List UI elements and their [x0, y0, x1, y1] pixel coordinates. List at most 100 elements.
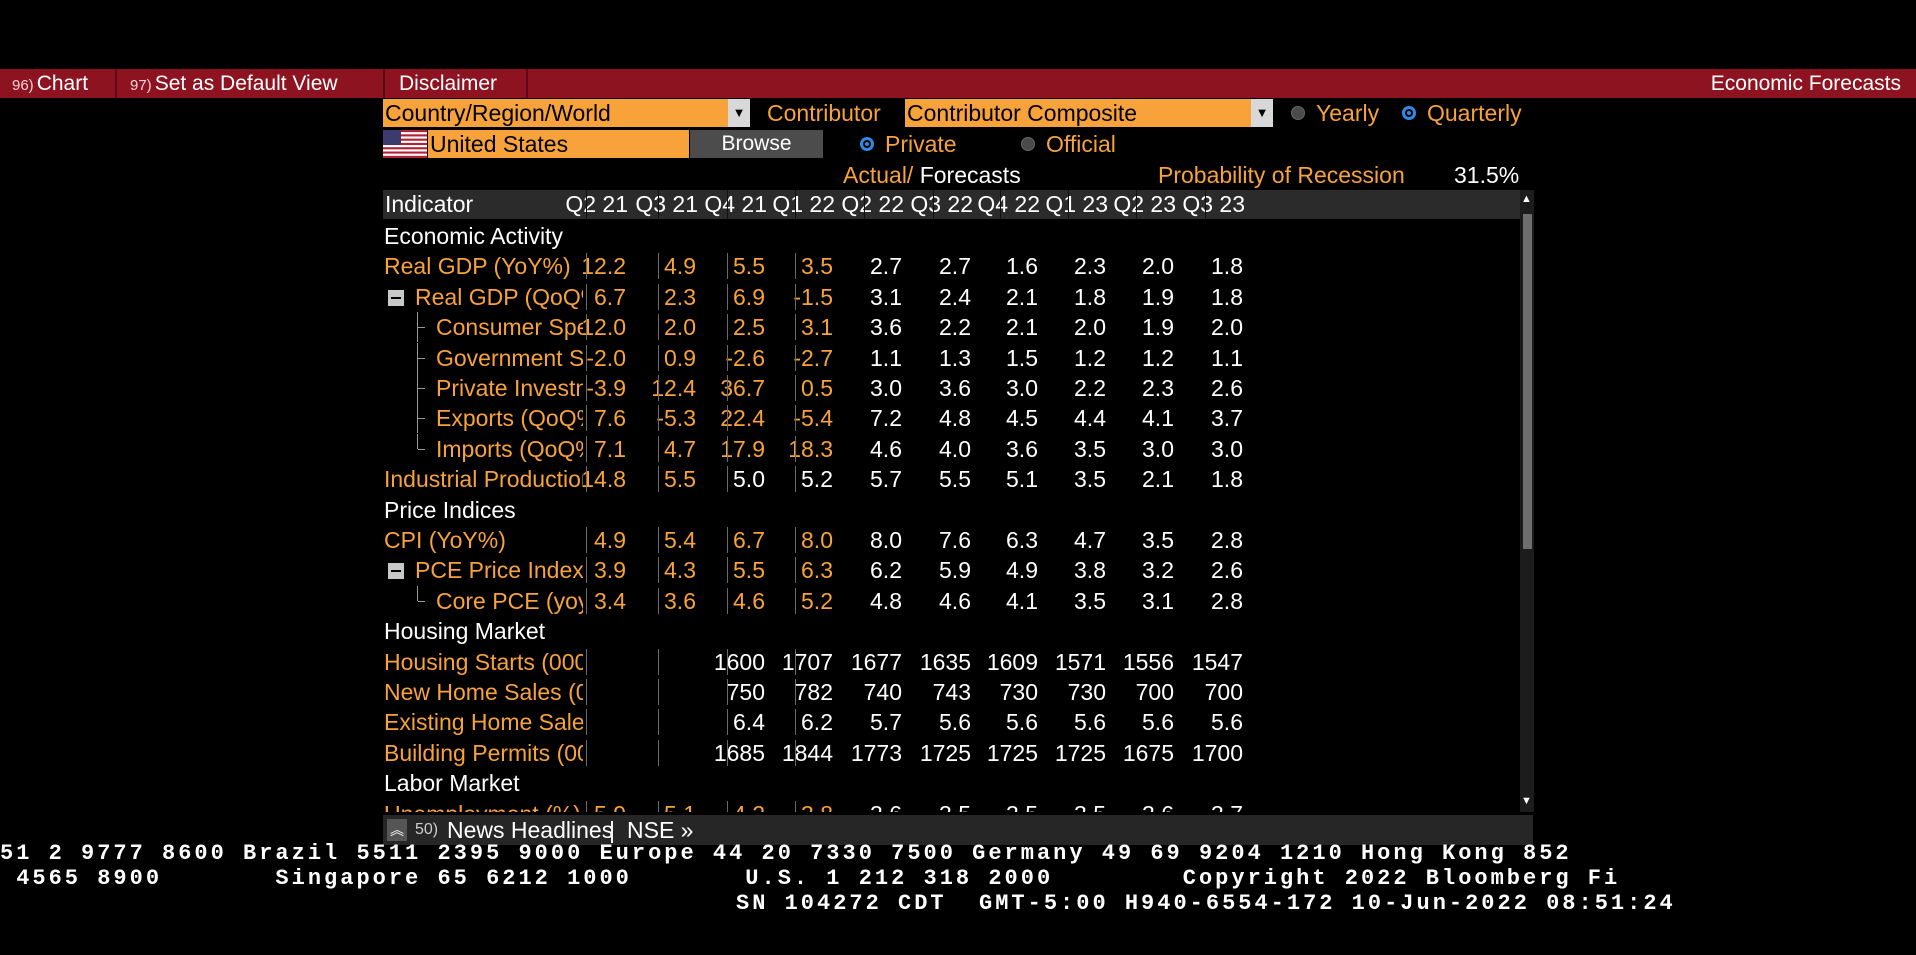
indicator-label[interactable]: Housing Starts (000s SAA...	[384, 648, 583, 675]
table-row[interactable]: Real GDP (QoQ% SAAR) 6.7 2.3 6.9 -1.5 3.1 2.4 2…	[383, 282, 1520, 312]
value-cell[interactable]: 2.3	[1074, 253, 1106, 280]
value-cell[interactable]: 5.1	[630, 799, 696, 812]
value-cell[interactable]: 1.8	[1211, 283, 1243, 310]
value-cell[interactable]: 1.3	[939, 344, 971, 371]
table-row[interactable]: Housing Starts (000s SAA... 1600 1707 1677 1…	[383, 647, 1520, 677]
news-headlines-link[interactable]: News Headlines	[447, 817, 614, 843]
value-cell[interactable]: 2.3	[1142, 375, 1174, 401]
value-cell[interactable]: 3.6	[1108, 799, 1174, 812]
indicator-label[interactable]: Building Permits (000s S...	[384, 739, 583, 766]
value-cell[interactable]	[560, 647, 626, 677]
value-cell[interactable]	[560, 677, 626, 707]
value-cell[interactable]: 3.5	[1040, 799, 1106, 812]
value-cell[interactable]: 2.8	[1211, 527, 1243, 553]
value-cell[interactable]: 1635	[919, 648, 971, 675]
value-cell[interactable]: 2.0	[1074, 314, 1106, 341]
header-period[interactable]: Q3 23	[1182, 191, 1245, 217]
value-cell[interactable]: -2.6	[725, 344, 765, 371]
value-cell[interactable]: 3.5	[1074, 435, 1106, 462]
value-cell[interactable]: 2.5	[733, 314, 765, 341]
header-indicator[interactable]: Indicator	[385, 191, 474, 217]
value-cell[interactable]: 3.0	[1142, 435, 1174, 462]
double-chevron-up-icon[interactable]: ︽	[387, 819, 407, 841]
value-cell[interactable]: 17.9	[720, 435, 765, 462]
nse-link[interactable]: NSE »	[627, 817, 694, 843]
contributor-select[interactable]: Contributor Composite ▼	[905, 99, 1273, 127]
value-cell[interactable]: 6.2	[801, 709, 833, 736]
collapse-icon[interactable]	[388, 289, 404, 306]
value-cell[interactable]: -2.7	[793, 344, 833, 371]
table-row[interactable]: CPI (YoY%) 4.9 5.4 6.7 8.0 8.0 7.6 6.3 4.7 3.5 2.8	[383, 525, 1520, 555]
value-cell[interactable]: 4.3	[664, 557, 696, 584]
table-row[interactable]: Government Spendin...-2.0 0.9 -2.6 -2.7 1.1 1…	[383, 342, 1520, 373]
news-bar[interactable]: ︽ 50) News Headlines | NSE »	[383, 815, 1533, 845]
value-cell[interactable]: 12.2	[581, 253, 626, 280]
value-cell[interactable]	[630, 677, 696, 707]
indicator-label[interactable]: Private Investment ...	[436, 375, 583, 401]
set-default-view-button[interactable]: 97) Set as Default View	[130, 69, 338, 98]
value-cell[interactable]: 2.1	[1006, 283, 1038, 310]
value-cell[interactable]: 4.4	[1074, 405, 1106, 432]
value-cell[interactable]: 1.9	[1142, 283, 1174, 310]
header-period[interactable]: Q2 21	[565, 191, 628, 217]
chart-button[interactable]: 96) Chart	[12, 69, 88, 98]
value-cell[interactable]: 3.7	[1211, 405, 1243, 432]
value-cell[interactable]: 5.2	[801, 587, 833, 614]
value-cell[interactable]: 3.1	[801, 314, 833, 341]
indicator-label[interactable]: Real GDP (QoQ% SAAR)	[415, 283, 583, 310]
value-cell[interactable]	[630, 647, 696, 677]
value-cell[interactable]: 3.6	[664, 587, 696, 614]
value-cell[interactable]: 3.8	[767, 799, 833, 812]
table-row[interactable]: Imports (QoQ% SAAR) 7.1 4.7 17.9 18.3 4.6 4.0 3…	[383, 433, 1520, 464]
value-cell[interactable]: 3.0	[1211, 435, 1243, 462]
value-cell[interactable]: 3.7	[1177, 799, 1243, 812]
value-cell[interactable]: 12.4	[651, 375, 696, 401]
value-cell[interactable]: 3.1	[1142, 587, 1174, 614]
header-period[interactable]: Q1 23	[1045, 191, 1108, 217]
indicator-label[interactable]: Core PCE (yoy%)	[436, 587, 583, 614]
value-cell[interactable]: 2.4	[939, 283, 971, 310]
value-cell[interactable]: 5.5	[664, 466, 696, 493]
value-cell[interactable]: 2.6	[1211, 375, 1243, 401]
value-cell[interactable]: 1677	[850, 648, 902, 675]
header-period[interactable]: Q3 21	[635, 191, 698, 217]
value-cell[interactable]: 2.2	[1074, 375, 1106, 401]
value-cell[interactable]: -2.0	[586, 344, 626, 371]
value-cell[interactable]: 3.5	[1142, 527, 1174, 553]
value-cell[interactable]: 4.6	[939, 587, 971, 614]
value-cell[interactable]: 7.6	[939, 527, 971, 553]
private-label[interactable]: Private	[885, 131, 957, 157]
value-cell[interactable]: -3.9	[586, 375, 626, 401]
value-cell[interactable]: -5.4	[793, 405, 833, 432]
value-cell[interactable]: 1685	[713, 739, 765, 766]
value-cell[interactable]: 1.8	[1211, 253, 1243, 280]
table-row[interactable]: Industrial Production (Yo...14.8 5.5 5.0 5.…	[383, 464, 1520, 494]
value-cell[interactable]	[560, 738, 626, 768]
table-row[interactable]: New Home Sales (000s S... 750 782 740 743 730…	[383, 677, 1520, 707]
value-cell[interactable]	[560, 707, 626, 737]
browse-button[interactable]: Browse	[690, 130, 823, 158]
value-cell[interactable]: 700	[1135, 679, 1174, 705]
value-cell[interactable]: 0.5	[801, 375, 833, 401]
value-cell[interactable]: 1.6	[1006, 253, 1038, 280]
value-cell[interactable]: -5.3	[656, 405, 696, 432]
value-cell[interactable]: 5.0	[733, 466, 765, 493]
value-cell[interactable]: 4.2	[699, 799, 765, 812]
value-cell[interactable]: 22.4	[720, 405, 765, 432]
value-cell[interactable]: 2.2	[939, 314, 971, 341]
value-cell[interactable]: 2.0	[1142, 253, 1174, 280]
value-cell[interactable]: 1675	[1122, 739, 1174, 766]
chevron-down-icon[interactable]: ▼	[1251, 99, 1273, 127]
value-cell[interactable]: 700	[1204, 679, 1243, 705]
value-cell[interactable]: 2.0	[664, 314, 696, 341]
value-cell[interactable]: 4.9	[594, 527, 626, 553]
disclaimer-button[interactable]: Disclaimer	[399, 69, 497, 98]
table-row[interactable]: Core PCE (yoy%) 3.4 3.6 4.6 5.2 4.8 4.6 4.1 3.5 3…	[383, 585, 1520, 616]
indicator-label[interactable]: Consumer Spending ...	[436, 314, 583, 341]
value-cell[interactable]: 5.7	[870, 709, 902, 736]
value-cell[interactable]: 1700	[1191, 739, 1243, 766]
header-period[interactable]: Q2 22	[841, 191, 904, 217]
value-cell[interactable]: 4.9	[1006, 557, 1038, 584]
value-cell[interactable]: 5.6	[1211, 709, 1243, 736]
value-cell[interactable]: 6.7	[594, 283, 626, 310]
